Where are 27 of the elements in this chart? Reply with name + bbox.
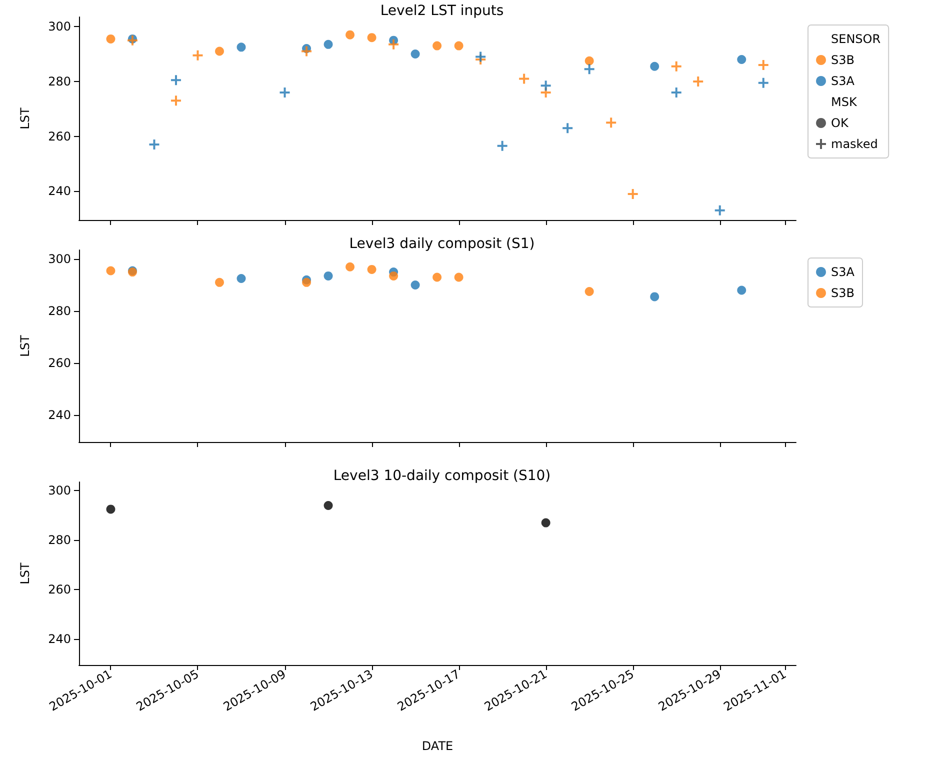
legend-label: OK xyxy=(831,116,850,130)
y-tick-label: 280 xyxy=(48,304,71,318)
y-axis-title: LST xyxy=(18,334,32,357)
y-tick-label: 240 xyxy=(48,408,71,422)
y-axis-title: LST xyxy=(18,107,32,130)
y-tick-label: 300 xyxy=(48,20,71,34)
x-axis-title: DATE xyxy=(422,739,454,753)
y-tick-label: 260 xyxy=(48,129,71,144)
legend-label: S3B xyxy=(831,53,854,67)
legend-label: S3B xyxy=(831,286,854,300)
legend-label: S3A xyxy=(831,74,856,88)
chart-title: Level2 LST inputs xyxy=(380,3,504,19)
chart-title: Level3 10-daily composit (S10) xyxy=(333,468,551,484)
y-axis-title: LST xyxy=(18,562,32,584)
y-tick-label: 300 xyxy=(48,484,71,498)
y-tick-label: 280 xyxy=(48,74,71,88)
y-tick-label: 280 xyxy=(48,533,71,548)
y-tick-label: 300 xyxy=(48,252,71,266)
text: SENSOR xyxy=(831,32,881,46)
chart-title: Level3 daily composit (S1) xyxy=(349,236,535,252)
legend-label: masked xyxy=(831,137,878,151)
text: MSK xyxy=(831,95,858,109)
y-tick-label: 240 xyxy=(48,184,71,198)
y-tick-label: 260 xyxy=(48,356,71,370)
y-tick-label: 240 xyxy=(48,632,71,646)
legend-label: S3A xyxy=(831,265,856,279)
y-tick-label: 260 xyxy=(48,582,71,597)
